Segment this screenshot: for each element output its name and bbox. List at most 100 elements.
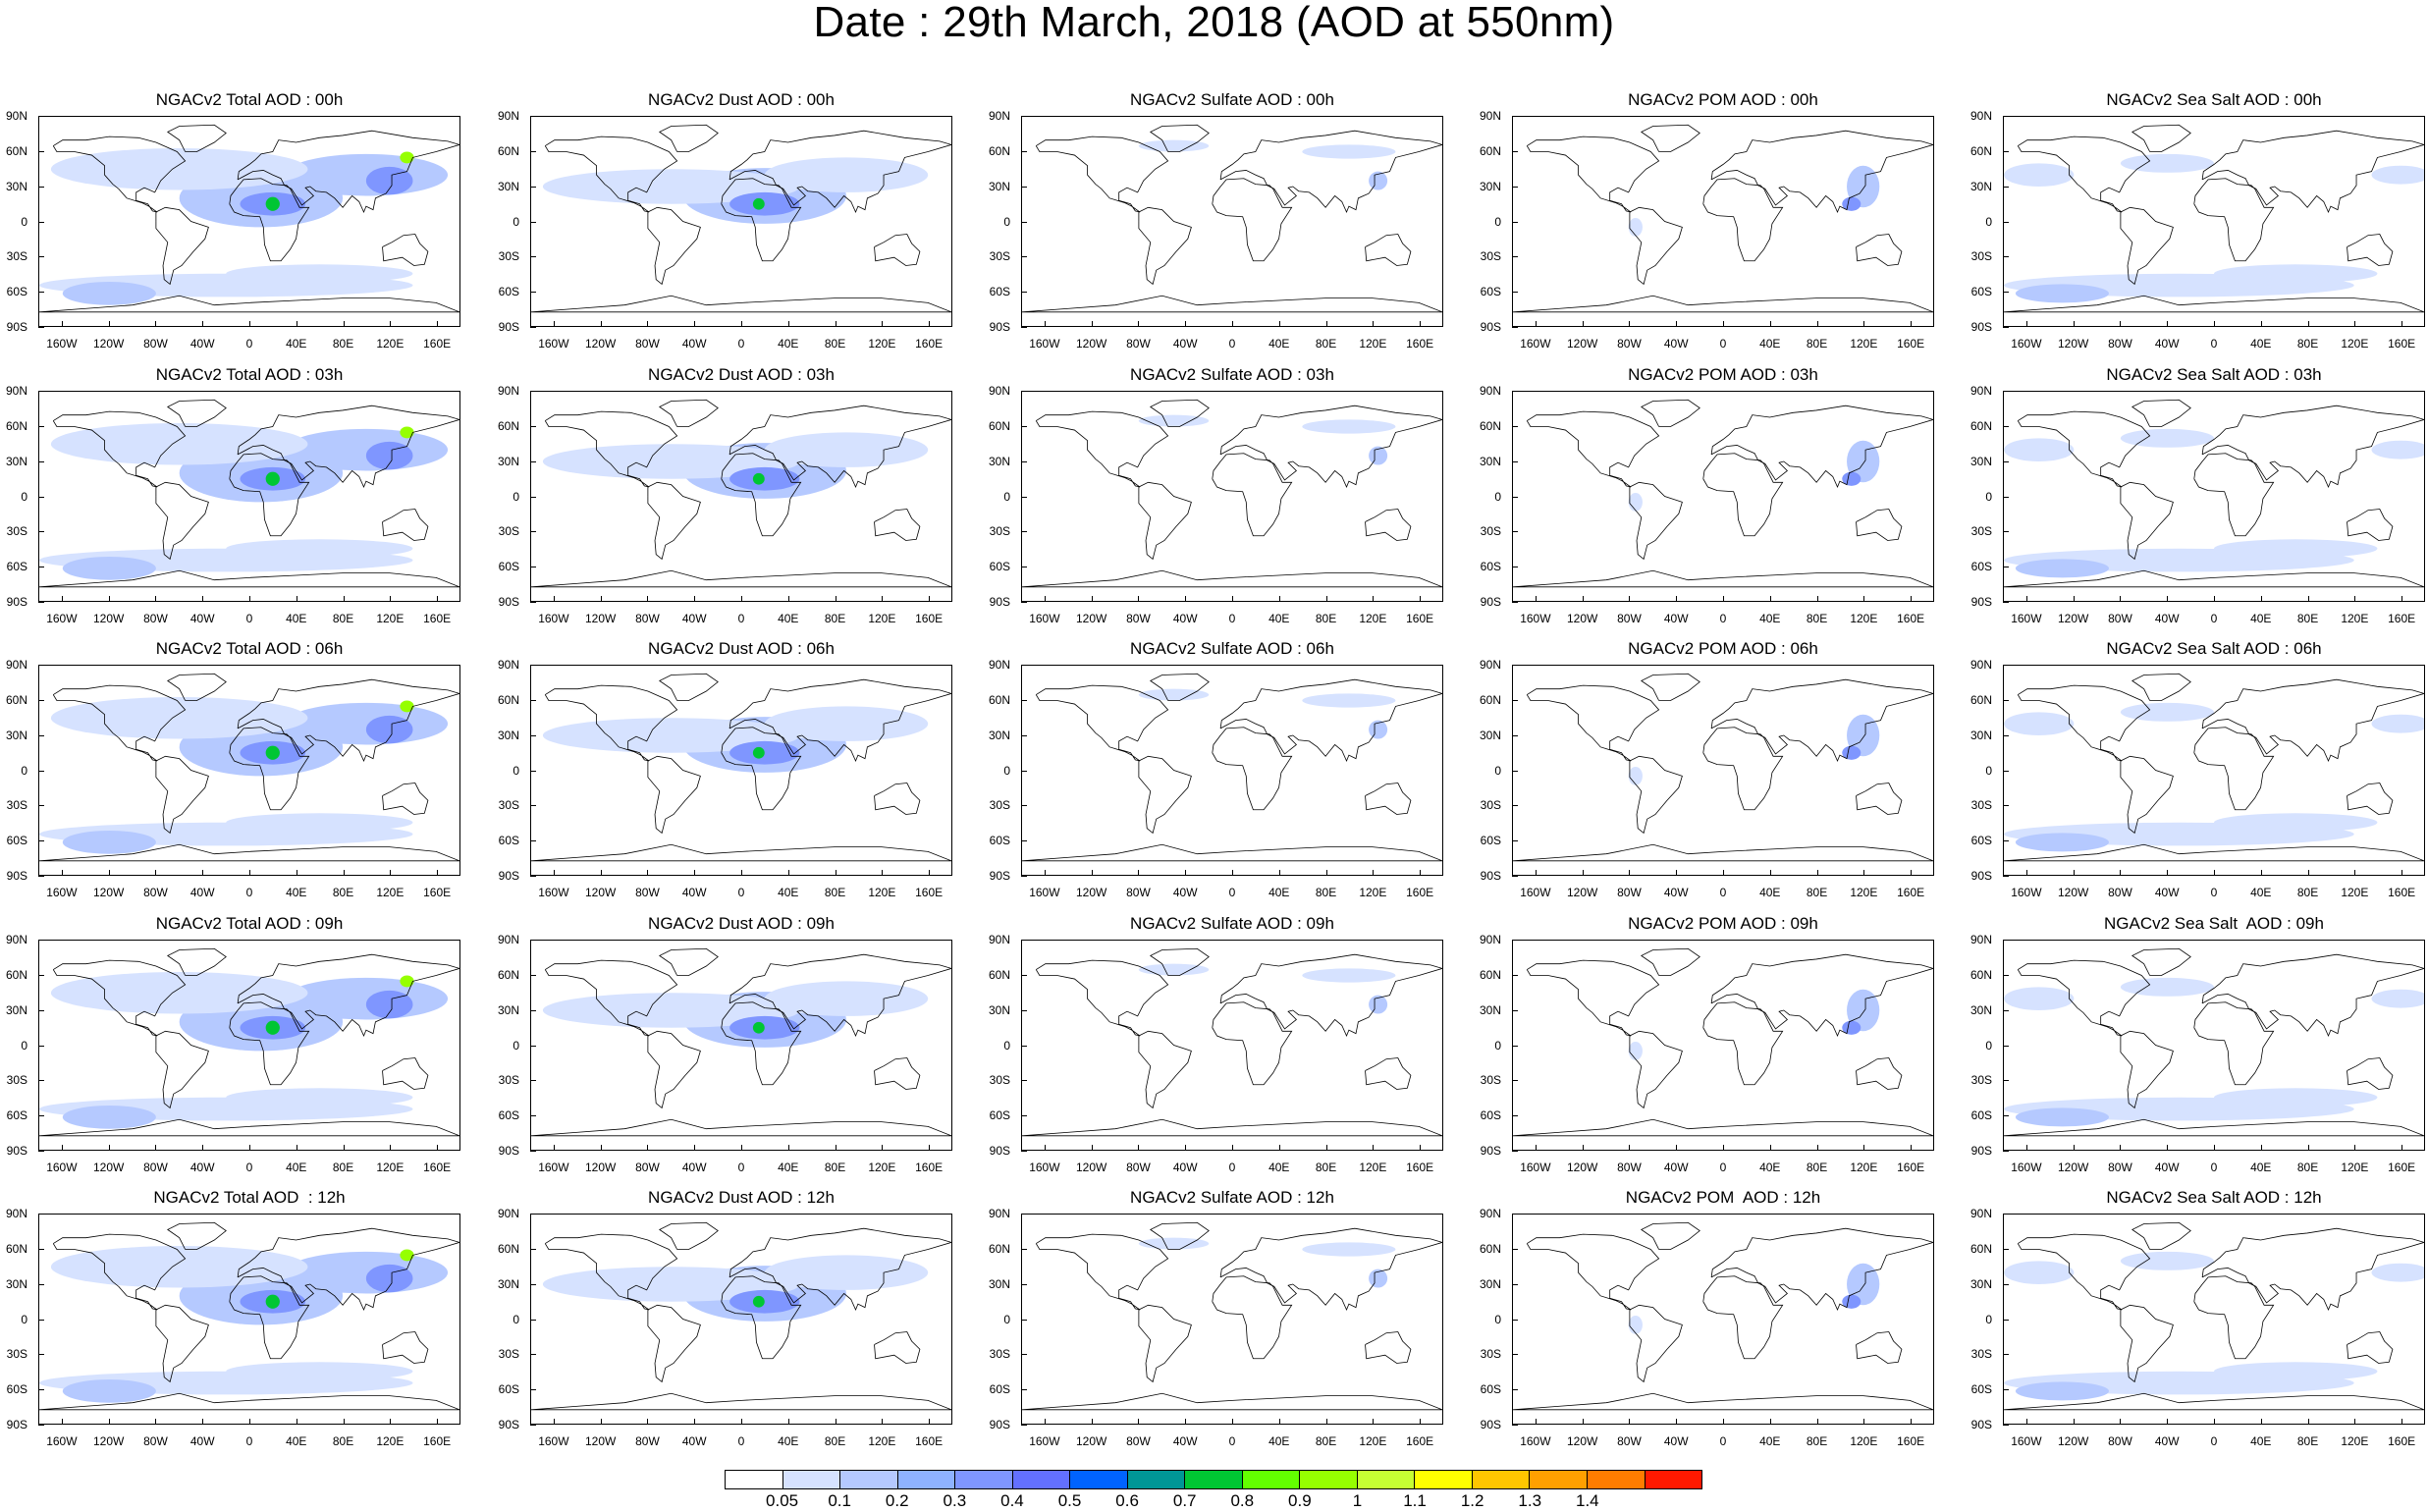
aod-region (265, 1020, 280, 1035)
aod-map (1022, 673, 1442, 862)
aod-region (1847, 440, 1880, 483)
lon-tick (61, 1419, 63, 1425)
colorbar (725, 1470, 1702, 1489)
map-panel-sulfate-0: NGACv2 Sulfate AOD : 00h 90N 60N 30N 0 30S 60S… (983, 84, 1484, 364)
lon-tick (1629, 1145, 1631, 1151)
lon-tick (2260, 1419, 2262, 1425)
lon-tick (1185, 870, 1187, 876)
lon-tick-label: 80W (2108, 337, 2132, 351)
lat-tick (530, 1045, 536, 1047)
coastline (1702, 1001, 1784, 1086)
coastline (1641, 124, 1700, 152)
lat-tick (2003, 1151, 2009, 1152)
lon-tick-label: 120W (1566, 337, 1598, 351)
lon-tick (390, 1145, 392, 1151)
lat-tick (530, 256, 536, 258)
lat-tick (38, 770, 44, 772)
lon-tick-label: 40W (1663, 1434, 1689, 1448)
lon-tick-label: 80W (1617, 337, 1642, 351)
lon-tick (1769, 596, 1771, 602)
lon-tick-label: 120E (1359, 612, 1387, 625)
lat-tick-label: 30S (1480, 249, 1501, 264)
lon-tick-label: 120W (584, 886, 617, 899)
lon-tick-label: 120W (2057, 1434, 2089, 1448)
lat-tick (1021, 425, 1027, 427)
colorbar-swatch (840, 1471, 898, 1488)
lon-tick (1138, 1145, 1140, 1151)
aod-region (2214, 1088, 2378, 1107)
lon-tick (390, 321, 392, 327)
lon-tick (1325, 596, 1327, 602)
lon-tick-label: 40W (2154, 886, 2180, 899)
lon-tick (929, 321, 931, 327)
lat-tick (530, 1151, 536, 1152)
lon-tick-label: 160W (2011, 612, 2042, 625)
aod-region (1628, 1041, 1643, 1060)
lat-tick (530, 805, 536, 807)
coastline (2120, 755, 2174, 835)
lon-tick-label: 120E (2341, 612, 2369, 625)
coastline (39, 1392, 459, 1411)
lat-tick (530, 186, 536, 188)
lat-tick (1512, 460, 1518, 462)
lat-tick-label: 90N (1969, 933, 1992, 946)
lat-tick (38, 496, 44, 498)
lat-tick (38, 1248, 44, 1250)
lat-tick-label: 90S (1970, 595, 1992, 609)
lon-tick (929, 870, 931, 876)
map-frame (2003, 940, 2425, 1151)
coastline (1035, 684, 1169, 762)
lon-tick-label: 160W (538, 1434, 569, 1448)
lon-tick (647, 1419, 649, 1425)
lat-tick (2003, 1319, 2009, 1321)
lat-tick-label: 60S (6, 1382, 27, 1397)
lon-tick-label: 160E (915, 886, 944, 899)
lon-tick (108, 596, 110, 602)
aod-region (1369, 171, 1388, 190)
lon-tick (694, 596, 696, 602)
aod-region (542, 993, 800, 1028)
lat-tick (2003, 1248, 2009, 1250)
lon-tick (2214, 1419, 2215, 1425)
lon-tick-label: 160E (423, 612, 452, 625)
lon-tick (2214, 596, 2215, 602)
lat-tick-label: 90S (6, 595, 27, 609)
lon-tick (1138, 596, 1140, 602)
coastline (1513, 1392, 1933, 1411)
lat-tick-label: 30S (989, 249, 1010, 264)
lat-tick (38, 805, 44, 807)
lat-tick-label: 30N (497, 454, 519, 468)
map-panel-seasalt-3: NGACv2 Sea Salt AOD : 09h 90N 60N 30N 0 30S 60… (1965, 908, 2428, 1188)
lat-tick (530, 974, 536, 976)
lat-tick-label: 90S (6, 869, 27, 883)
lat-tick (1512, 805, 1518, 807)
colorbar-swatch (1530, 1471, 1588, 1488)
lat-tick (530, 940, 536, 941)
lat-tick-label: 0 (1985, 763, 1992, 778)
lat-tick (1021, 327, 1027, 328)
lat-tick-label: 30N (988, 454, 1010, 468)
coastline (659, 1221, 719, 1250)
lat-tick (38, 1214, 44, 1215)
lat-tick (1512, 1151, 1518, 1152)
aod-region (265, 196, 280, 211)
lat-tick-label: 90N (5, 1207, 27, 1220)
lon-tick (1769, 870, 1771, 876)
lon-tick-label: 0 (245, 612, 253, 625)
lon-tick-label: 0 (1228, 1434, 1236, 1448)
coastline (382, 783, 429, 815)
map-panel-dust-4: NGACv2 Dust AOD : 12h 90N 60N 30N 0 30S 60S 90S… (492, 1182, 993, 1462)
coastline (1219, 678, 1442, 763)
lat-tick-label: 60S (989, 560, 1010, 574)
aod-region (2120, 1251, 2214, 1270)
aod-region (284, 153, 449, 196)
lat-tick-label: 30N (5, 454, 27, 468)
coastline (1365, 1057, 1412, 1090)
lon-tick-label: 80W (1617, 1434, 1642, 1448)
map-frame (38, 940, 460, 1151)
lon-tick (1816, 1145, 1818, 1151)
lon-tick-label: 0 (2210, 1434, 2218, 1448)
lon-tick-label: 40E (1759, 1434, 1781, 1448)
lon-tick-label: 160W (538, 1161, 569, 1174)
coastline (155, 206, 209, 286)
